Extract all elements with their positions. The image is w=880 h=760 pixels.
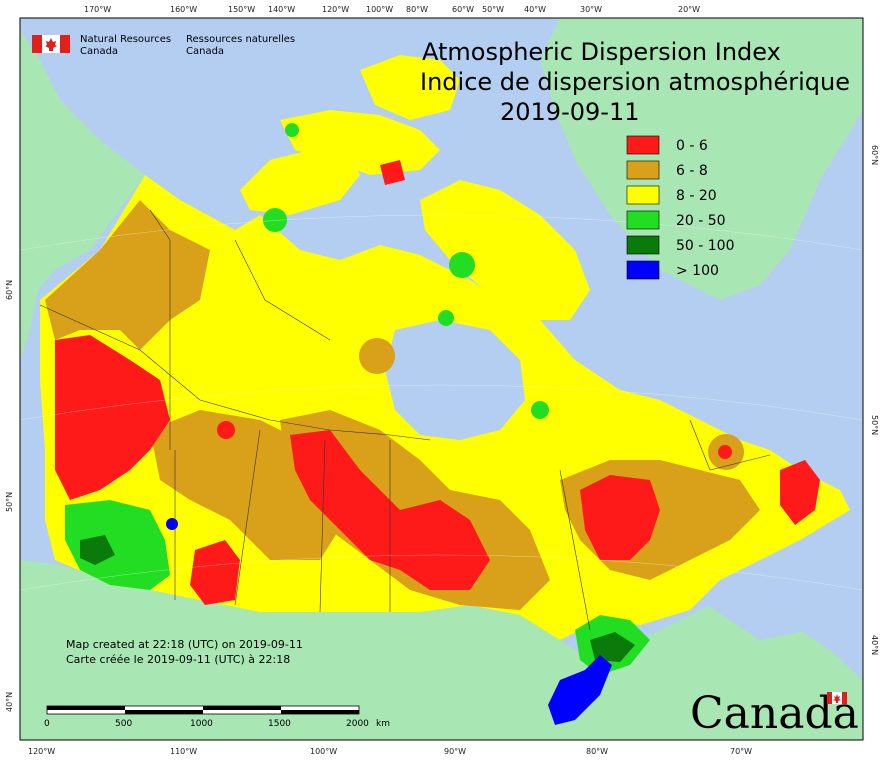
legend-swatch <box>626 260 660 280</box>
legend-label: 8 - 20 <box>676 188 717 204</box>
top-tick-label: 50°W <box>482 5 504 14</box>
left-tick-label: 50°N <box>5 492 14 512</box>
map-date: 2019-09-11 <box>500 98 639 126</box>
left-tick-label: 60°N <box>5 280 14 300</box>
zone-0-6-spot-b <box>718 445 732 459</box>
scale-label: 1000 <box>190 719 213 729</box>
agency-name-fr: Ressources naturelles <box>186 34 295 45</box>
zone-0-6-bc <box>55 335 170 500</box>
legend-swatch <box>626 235 660 255</box>
right-tick-label: 50°N <box>870 415 879 435</box>
zone-20-50-arctic-c <box>438 310 454 326</box>
legend-label: 50 - 100 <box>676 238 735 254</box>
legend-swatch <box>626 135 660 155</box>
right-tick-label: 60°N <box>870 145 879 165</box>
zone-6-8-hudson-spot <box>359 338 395 374</box>
zone-0-6-baffin <box>380 160 405 185</box>
zone-0-6-prairie <box>190 540 240 605</box>
arctic-island-3 <box>360 55 460 120</box>
usa <box>20 560 863 740</box>
legend-swatch <box>626 160 660 180</box>
scale-label: 0 <box>44 719 50 729</box>
top-tick-label: 100°W <box>366 5 393 14</box>
bottom-tick-label: 90°W <box>444 747 466 756</box>
top-tick-label: 140°W <box>268 5 295 14</box>
top-tick-labels: 170°W 160°W 150°W 140°W 120°W 100°W 80°W… <box>84 5 700 14</box>
zone-100-plus-ontario <box>548 655 612 725</box>
top-tick-label: 80°W <box>406 5 428 14</box>
agency-country-en: Canada <box>80 46 118 57</box>
top-tick-label: 160°W <box>170 5 197 14</box>
map-created-note-en: Map created at 22:18 (UTC) on 2019-09-11 <box>66 638 303 651</box>
bottom-tick-label: 70°W <box>730 747 752 756</box>
arctic-island-2 <box>280 110 440 175</box>
bottom-tick-label: 110°W <box>170 747 197 756</box>
zone-20-50-north <box>285 123 299 137</box>
zone-100-plus-bc <box>166 518 178 530</box>
top-tick-label: 170°W <box>84 5 111 14</box>
legend: 0 - 6 6 - 8 8 - 20 20 - 50 50 - 100 > 10… <box>626 135 735 280</box>
province-borders <box>39 209 771 631</box>
zone-50-100-ontario <box>590 632 635 662</box>
map-frame <box>19 17 864 741</box>
legend-label: > 100 <box>676 263 719 279</box>
zone-0-6-quebec <box>580 475 660 560</box>
top-tick-label: 30°W <box>580 5 602 14</box>
zone-0-6-spot-a <box>217 421 235 439</box>
zone-50-100-bc <box>80 535 115 565</box>
graticule <box>19 214 864 591</box>
map-title-fr: Indice de dispersion atmosphérique <box>420 68 850 96</box>
bottom-tick-labels: 120°W 110°W 100°W 90°W 80°W 70°W <box>28 747 752 756</box>
alaska <box>20 30 145 360</box>
zone-0-6-newfoundland <box>780 460 820 525</box>
top-tick-label: 120°W <box>322 5 349 14</box>
agency-country-fr: Canada <box>186 46 224 57</box>
left-tick-label: 40°N <box>5 692 14 712</box>
greenland <box>540 18 863 300</box>
map-title-en: Atmospheric Dispersion Index <box>422 38 781 66</box>
scale-unit: km <box>376 719 390 729</box>
canada-flag-icon <box>32 35 70 53</box>
zone-20-50-baffin <box>531 401 549 419</box>
scale-bar: 0 500 1000 1500 2000 km <box>44 705 390 729</box>
zone-20-50-bc-south <box>65 500 170 590</box>
legend-label: 0 - 6 <box>676 138 708 154</box>
zone-20-50-arctic-a <box>263 208 287 232</box>
wordmark-flag-icon <box>827 692 847 704</box>
top-tick-label: 20°W <box>678 5 700 14</box>
bottom-tick-label: 120°W <box>28 747 55 756</box>
nrcan-signature: Natural Resources Canada Ressources natu… <box>32 34 295 57</box>
bottom-tick-label: 100°W <box>310 747 337 756</box>
right-tick-label: 40°N <box>870 635 879 655</box>
top-tick-label: 60°W <box>452 5 474 14</box>
hudson-bay <box>385 320 525 440</box>
bottom-tick-label: 80°W <box>586 747 608 756</box>
legend-label: 6 - 8 <box>676 163 708 179</box>
map-created-note-fr: Carte créée le 2019-09-11 (UTC) à 22:18 <box>66 653 290 666</box>
agency-name-en: Natural Resources <box>80 34 171 45</box>
zone-6-8-west <box>45 200 210 350</box>
top-tick-label: 150°W <box>228 5 255 14</box>
scale-label: 2000 <box>346 719 369 729</box>
left-tick-labels: 60°N 50°N 40°N <box>5 280 14 712</box>
legend-swatch <box>626 185 660 205</box>
scale-label: 1500 <box>268 719 291 729</box>
right-tick-labels: 60°N 50°N 40°N <box>870 145 879 655</box>
arctic-island-1 <box>240 150 360 215</box>
top-tick-label: 40°W <box>524 5 546 14</box>
scale-label: 500 <box>115 719 132 729</box>
legend-label: 20 - 50 <box>676 213 726 229</box>
zone-20-50-arctic-b <box>449 252 475 278</box>
legend-swatch <box>626 210 660 230</box>
canada-wordmark: Canada <box>690 688 859 739</box>
